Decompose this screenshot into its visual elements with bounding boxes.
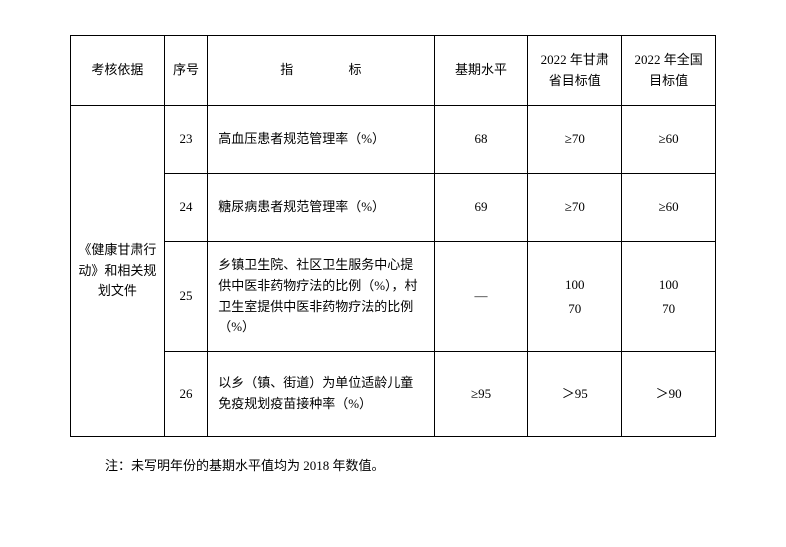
header-seq: 序号 xyxy=(164,36,207,106)
seq-cell: 24 xyxy=(164,174,207,242)
indicator-cell: 糖尿病患者规范管理率（%） xyxy=(208,174,434,242)
baseline-cell: 69 xyxy=(434,174,528,242)
gansu-line2: 70 xyxy=(534,297,615,320)
table-container: 考核依据 序号 指 标 基期水平 2022 年甘肃省目标值 2022 年全国目标… xyxy=(0,0,786,494)
baseline-cell: ≥95 xyxy=(434,352,528,437)
table-row: 24 糖尿病患者规范管理率（%） 69 ≥70 ≥60 xyxy=(71,174,716,242)
baseline-cell: — xyxy=(434,242,528,352)
header-national: 2022 年全国目标值 xyxy=(622,36,716,106)
gansu-line1: 100 xyxy=(534,273,615,296)
national-cell: 100 70 xyxy=(622,242,716,352)
table-row: 26 以乡（镇、街道）为单位适龄儿童免疫规划疫苗接种率（%） ≥95 ＞95 ＞… xyxy=(71,352,716,437)
national-line2: 70 xyxy=(628,297,709,320)
seq-cell: 26 xyxy=(164,352,207,437)
indicator-cell: 乡镇卫生院、社区卫生服务中心提供中医非药物疗法的比例（%），村卫生室提供中医非药… xyxy=(208,242,434,352)
indicator-cell: 高血压患者规范管理率（%） xyxy=(208,106,434,174)
header-indicator: 指 标 xyxy=(208,36,434,106)
national-cell: ＞90 xyxy=(622,352,716,437)
national-line1: 100 xyxy=(628,273,709,296)
header-indicator-text: 指 标 xyxy=(254,62,387,77)
header-basis: 考核依据 xyxy=(71,36,165,106)
gansu-cell: ≥70 xyxy=(528,106,622,174)
gansu-cell: 100 70 xyxy=(528,242,622,352)
gansu-cell: ＞95 xyxy=(528,352,622,437)
baseline-cell: 68 xyxy=(434,106,528,174)
indicator-table: 考核依据 序号 指 标 基期水平 2022 年甘肃省目标值 2022 年全国目标… xyxy=(70,35,716,437)
table-row: 25 乡镇卫生院、社区卫生服务中心提供中医非药物疗法的比例（%），村卫生室提供中… xyxy=(71,242,716,352)
national-cell: ≥60 xyxy=(622,106,716,174)
seq-cell: 23 xyxy=(164,106,207,174)
indicator-cell: 以乡（镇、街道）为单位适龄儿童免疫规划疫苗接种率（%） xyxy=(208,352,434,437)
table-row: 《健康甘肃行动》和相关规划文件 23 高血压患者规范管理率（%） 68 ≥70 … xyxy=(71,106,716,174)
national-cell: ≥60 xyxy=(622,174,716,242)
footnote: 注：未写明年份的基期水平值均为 2018 年数值。 xyxy=(70,455,716,474)
gansu-cell: ≥70 xyxy=(528,174,622,242)
header-baseline: 基期水平 xyxy=(434,36,528,106)
seq-cell: 25 xyxy=(164,242,207,352)
table-header-row: 考核依据 序号 指 标 基期水平 2022 年甘肃省目标值 2022 年全国目标… xyxy=(71,36,716,106)
header-gansu: 2022 年甘肃省目标值 xyxy=(528,36,622,106)
basis-cell: 《健康甘肃行动》和相关规划文件 xyxy=(71,106,165,437)
